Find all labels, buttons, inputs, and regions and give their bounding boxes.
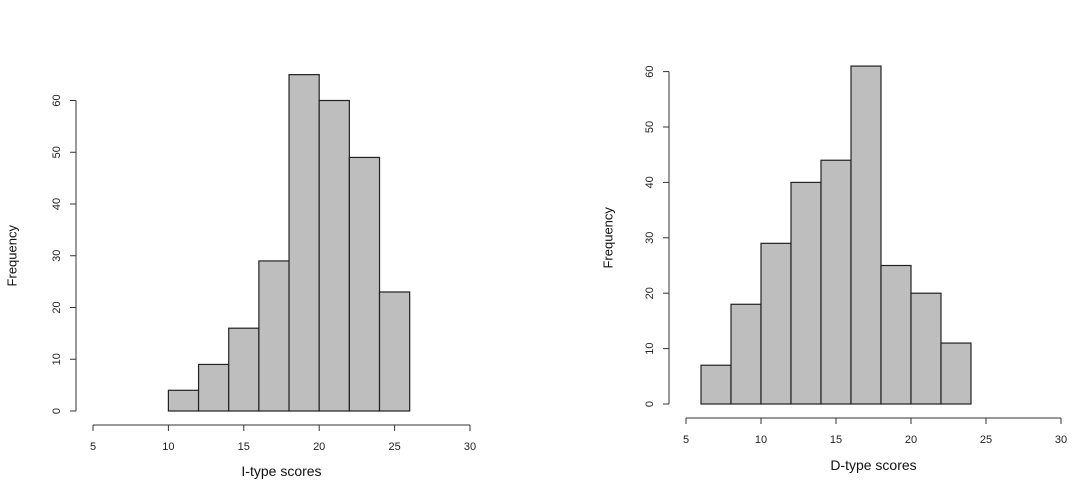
x-tick-label: 10 xyxy=(755,434,767,446)
histogram-bar xyxy=(228,327,260,412)
histogram-bar xyxy=(790,181,822,405)
y-tick-label: 0 xyxy=(51,408,63,414)
x-tick-label: 25 xyxy=(388,441,400,453)
x-tick-label: 20 xyxy=(313,441,325,453)
x-tick-label: 5 xyxy=(90,441,96,453)
y-tick-label: 0 xyxy=(644,401,656,407)
x-tick-label: 30 xyxy=(1055,434,1067,446)
x-tick-label: 10 xyxy=(162,441,174,453)
histogram-bar xyxy=(730,303,762,405)
y-tick-label: 40 xyxy=(51,198,63,210)
histogram-bar xyxy=(910,292,942,405)
histogram-bar xyxy=(167,389,200,412)
y-tick-label: 60 xyxy=(644,65,656,77)
y-tick-label: 40 xyxy=(644,176,656,188)
x-axis-title: D-type scores xyxy=(830,457,916,473)
y-axis-title: Frequency xyxy=(601,207,616,269)
histogram-bar xyxy=(348,156,381,412)
y-tick-label: 10 xyxy=(644,342,656,354)
x-tick-label: 30 xyxy=(464,441,476,453)
histogram-bar xyxy=(940,342,972,405)
histogram-bar xyxy=(288,74,320,412)
y-tick-label: 30 xyxy=(51,250,63,262)
y-tick-label: 30 xyxy=(644,232,656,244)
histogram-bar xyxy=(318,99,350,412)
x-tick-label: 25 xyxy=(980,434,992,446)
histogram-bar xyxy=(378,291,411,412)
histogram-bar xyxy=(197,363,230,412)
histogram-bar xyxy=(880,264,912,405)
histogram-bar xyxy=(850,65,882,405)
y-tick-label: 10 xyxy=(51,353,63,365)
y-axis-title: Frequency xyxy=(5,225,20,287)
x-tick-label: 15 xyxy=(830,434,842,446)
x-axis-title: I-type scores xyxy=(241,463,321,479)
histogram-bar xyxy=(820,159,852,405)
histogram-d-type: D-type scores Frequency 5 10 15 20 25 30 0 10 20… xyxy=(601,65,1067,473)
x-tick-label: 15 xyxy=(238,441,250,453)
histogram-bar xyxy=(700,364,732,405)
histogram-bar xyxy=(258,260,290,412)
histogram-i-type: I-type scores Frequency 5 10 15 20 25 30 0 10 20… xyxy=(5,74,476,479)
y-tick-label: 20 xyxy=(644,287,656,299)
y-tick-label: 50 xyxy=(51,146,63,158)
histogram-bar xyxy=(760,242,792,405)
y-tick-label: 20 xyxy=(51,301,63,313)
x-tick-label: 20 xyxy=(905,434,917,446)
y-tick-label: 60 xyxy=(51,94,63,106)
x-tick-label: 5 xyxy=(683,434,689,446)
y-tick-label: 50 xyxy=(644,121,656,133)
